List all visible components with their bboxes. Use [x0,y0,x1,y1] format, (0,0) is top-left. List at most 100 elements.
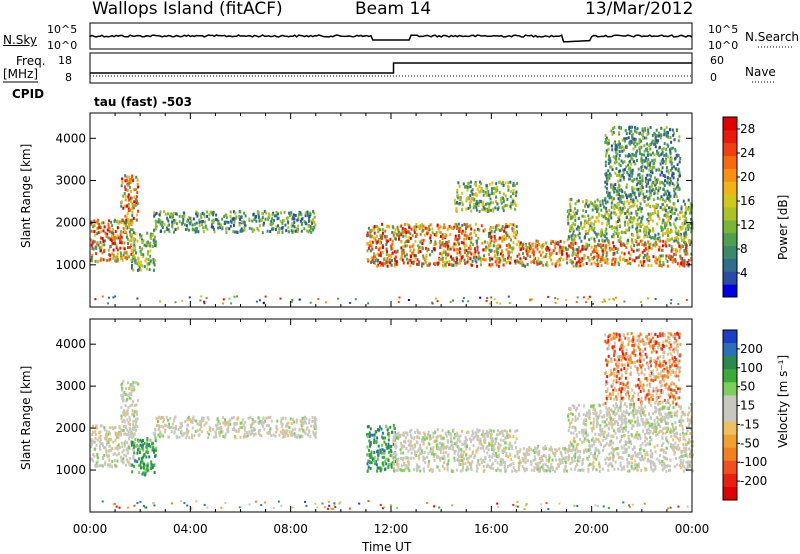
velocity-cell [127,381,129,385]
power-cell [400,233,403,237]
velocity-cell [96,460,99,464]
power-cell [131,264,133,267]
power-cell [458,242,461,246]
power-cell [479,256,482,260]
velocity-cell [111,459,114,463]
power-cell [133,243,136,247]
power-cell [232,210,235,214]
power-cell [113,219,116,223]
power-cell [526,262,529,266]
power-cell [91,254,94,257]
velocity-cell [137,445,140,449]
power-cell [643,149,646,153]
velocity-cell [313,434,316,438]
power-cell [674,149,677,153]
power-cell [662,239,665,243]
power-cell [451,263,454,267]
power-cell [495,247,498,251]
velocity-cell [495,452,497,455]
power-cell [646,173,649,177]
power-cell [609,173,612,177]
power-cell [130,236,133,240]
power-cell [115,244,118,248]
velocity-cell [112,440,115,444]
velocity-cell [430,452,433,456]
power-cell [593,237,596,241]
power-cell [634,140,637,144]
velocity-cell [146,447,149,451]
velocity-cell [99,438,102,442]
power-cell [662,182,665,186]
power-cell [211,219,214,223]
power-cell [665,126,668,130]
velocity-cell [463,450,466,454]
power-cell [652,204,654,208]
power-cell [378,238,381,242]
power-cell [641,186,644,189]
power-cell [521,264,524,267]
power-cell [656,149,658,153]
power-cell [656,210,659,214]
power-cell [113,255,116,259]
power-cell [666,143,669,147]
power-cell [120,221,123,224]
power-cell [661,231,664,235]
velocity-cell [154,448,157,452]
power-cell [532,253,535,257]
velocity-cell [126,441,129,445]
velocity-cell [224,418,226,422]
power-cell [628,125,631,129]
power-cell [567,218,569,222]
power-cell [630,245,633,248]
power-cell [464,251,467,254]
velocity-cell [219,422,222,426]
power-cell [653,237,656,241]
power-cell [627,223,630,227]
velocity-cell [120,414,123,418]
power-cell [501,238,504,242]
power-cell [565,252,568,256]
power-cell [397,237,400,241]
power-cell [640,153,643,157]
power-cell [108,219,110,223]
velocity-region-3 [152,415,318,440]
power-cell [640,133,643,137]
power-cell [125,178,128,182]
velocity-cell [121,420,124,424]
velocity-cell [508,434,511,438]
power-cell [612,184,615,188]
power-cell [569,227,572,231]
velocity-cell [240,426,243,430]
velocity-cell [154,427,157,431]
power-cell [209,210,212,214]
power-cell [414,239,417,243]
velocity-cell [409,439,412,443]
power-cell [653,153,656,157]
power-cell [647,256,650,260]
power-cell [167,219,170,223]
power-cell [136,202,138,206]
velocity-cell [123,409,125,413]
power-cell [229,224,232,228]
power-cell [409,245,411,249]
velocity-cell [179,422,182,426]
power-cell [465,237,468,241]
power-cell [476,245,479,249]
power-cell [611,144,613,148]
velocity-cell [399,448,402,452]
power-cell [382,257,385,261]
velocity-cell [446,438,449,442]
power-cell [230,217,233,221]
power-cell [577,233,580,237]
power-cell [97,218,100,222]
power-cell [604,164,607,168]
power-cell [673,183,676,187]
power-cell [611,225,613,229]
power-cell [134,232,137,235]
power-cell [645,253,648,257]
velocity-cell [260,434,263,438]
power-cell [403,254,406,258]
velocity-cell [92,453,95,456]
power-cell [567,247,570,251]
velocity-cell [120,441,123,445]
